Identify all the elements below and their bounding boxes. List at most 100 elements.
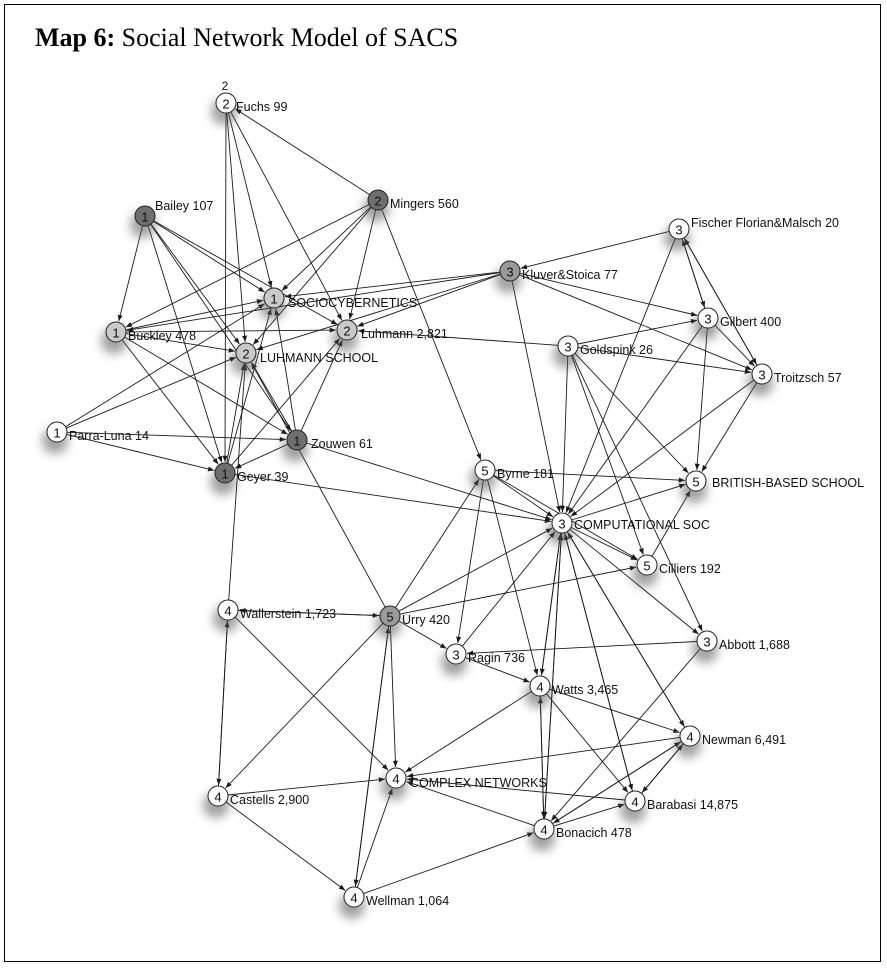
node-circle[interactable]	[217, 599, 239, 621]
node-byrne[interactable]: 5 Byrne 181	[470, 459, 554, 492]
node-circle[interactable]	[367, 189, 389, 211]
node-label: Ragin 736	[468, 651, 525, 665]
edge-gilbert-to-british	[694, 327, 708, 471]
edge-bailey-to-sociocyb	[153, 221, 265, 293]
node-circle[interactable]	[696, 630, 718, 652]
node-abbott[interactable]: 3 Abbott 1,688	[692, 630, 790, 663]
node-goldspink[interactable]: 3 Goldspink 26	[553, 335, 653, 368]
node-label: COMPLEX NETWORKS	[410, 776, 547, 790]
node-troitzsch[interactable]: 3 Troitzsch 57	[747, 363, 842, 396]
edge-barabasi-to-complex	[406, 777, 626, 801]
node-circle[interactable]	[697, 307, 719, 329]
node-circle[interactable]	[533, 818, 555, 840]
node-number: 3	[675, 223, 682, 238]
edge-bonacich-to-watts	[537, 696, 545, 820]
node-circle[interactable]	[336, 319, 358, 341]
node-circle[interactable]	[636, 554, 658, 576]
node-fuchs[interactable]: 2 2 Fuchs 99	[211, 79, 287, 125]
edge-parra-to-geyer	[66, 433, 215, 472]
node-urry[interactable]: 5 Urry 420	[375, 605, 450, 638]
edge-wallerstein-to-luhmannschool	[228, 363, 248, 601]
node-number: 4	[392, 772, 399, 787]
node-number: 4	[686, 730, 693, 745]
edge-goldspink-to-compsoc	[560, 355, 569, 513]
node-bonacich[interactable]: 4 Bonacich 478	[529, 818, 632, 851]
node-wellman[interactable]: 4 Wellman 1,064	[339, 886, 449, 919]
node-fischer[interactable]: 3 Fischer Florian&Malsch 20	[664, 216, 839, 251]
node-circle[interactable]	[551, 512, 573, 534]
node-label: Parra-Luna 14	[69, 429, 149, 443]
node-circle[interactable]	[445, 643, 467, 665]
node-circle[interactable]	[215, 92, 237, 114]
node-kluver[interactable]: 3 Kluver&Stoica 77	[495, 260, 618, 293]
node-circle[interactable]	[624, 790, 646, 812]
node-bailey[interactable]: 1 Bailey 107	[130, 199, 213, 238]
node-parra[interactable]: 1 Parra-Luna 14	[42, 421, 149, 454]
node-ragin[interactable]: 3 Ragin 736	[441, 643, 525, 676]
edge-urry-to-ragin	[398, 620, 447, 649]
node-circle[interactable]	[235, 342, 257, 364]
node-watts[interactable]: 4 Watts 3,465	[525, 675, 618, 708]
edge-buckley-to-sociocyb	[125, 299, 264, 331]
node-circle[interactable]	[46, 421, 68, 443]
node-circle[interactable]	[105, 321, 127, 343]
node-number: 2	[222, 97, 229, 112]
node-label: Wellman 1,064	[366, 894, 449, 908]
node-luhmannschool[interactable]: 2 LUHMANN SCHOOL	[231, 342, 378, 375]
node-castells[interactable]: 4 Castells 2,900	[203, 785, 309, 818]
node-circle[interactable]	[557, 335, 579, 357]
edge-byrne-to-compsoc	[492, 475, 554, 518]
node-luhmann[interactable]: 2 Luhmann 2,821	[332, 319, 448, 352]
node-label: Castells 2,900	[230, 793, 309, 807]
node-gilbert[interactable]: 3 Gilbert 400	[693, 307, 781, 340]
node-barabasi[interactable]: 4 Barabasi 14,875	[620, 790, 738, 823]
edge-kluver-to-luhmann	[357, 273, 501, 327]
node-circle[interactable]	[474, 459, 496, 481]
node-circle[interactable]	[668, 218, 690, 240]
node-number: 2	[374, 194, 381, 209]
edge-watts-to-compsoc	[540, 533, 563, 677]
edge-fischer-to-kluver	[520, 230, 670, 270]
node-circle[interactable]	[679, 725, 701, 747]
node-circle[interactable]	[286, 429, 308, 451]
node-label: BRITISH-BASED SCHOOL	[712, 476, 864, 490]
edge-buckley-to-luhmannschool	[125, 333, 236, 353]
node-zouwen[interactable]: 1 Zouwen 61	[282, 429, 373, 462]
node-wallerstein[interactable]: 4 Wallerstein 1,723	[213, 599, 336, 632]
edge-compsoc-to-british	[571, 483, 686, 521]
map-title: Map 6: Social Network Model of SACS	[35, 23, 458, 53]
node-geyer[interactable]: 1 Geyer 39	[210, 462, 288, 495]
edge-bonacich-to-newman	[552, 741, 681, 824]
edge-zouwen-to-sociocyb	[274, 308, 296, 431]
node-circle[interactable]	[343, 886, 365, 908]
node-complex[interactable]: 4 COMPLEX NETWORKS	[381, 767, 547, 800]
edge-urry-to-cilliers	[399, 565, 637, 615]
edge-zouwen-to-luhmannschool	[251, 362, 293, 432]
node-compsoc[interactable]: 3 COMPUTATIONAL SOC	[547, 512, 710, 545]
node-british[interactable]: 5 BRITISH-BASED SCHOOL	[681, 470, 864, 503]
node-circle[interactable]	[214, 462, 236, 484]
node-cilliers[interactable]: 5 Cilliers 192	[632, 554, 721, 587]
node-circle[interactable]	[385, 767, 407, 789]
edge-barabasi-to-newman	[641, 744, 684, 794]
node-circle[interactable]	[379, 605, 401, 627]
node-circle[interactable]	[529, 675, 551, 697]
node-circle[interactable]	[134, 205, 156, 227]
edge-bailey-to-geyer	[147, 225, 223, 463]
node-mingers[interactable]: 2 Mingers 560	[363, 189, 459, 222]
node-circle[interactable]	[751, 363, 773, 385]
edge-buckley-to-luhmann	[125, 327, 337, 333]
node-buckley[interactable]: 1 Buckley 478	[101, 321, 196, 354]
nodes-layer: 2 2 Fuchs 99 1 Bailey 107 2 Mingers 560 1 SOCIOC…	[42, 79, 864, 919]
node-sociocyb[interactable]: 1 SOCIOCYBERNETICS	[259, 287, 417, 320]
node-label: SOCIOCYBERNETICS	[288, 296, 417, 310]
node-circle[interactable]	[685, 470, 707, 492]
node-label: Goldspink 26	[580, 343, 653, 357]
node-circle[interactable]	[499, 260, 521, 282]
node-circle[interactable]	[263, 287, 285, 309]
edge-goldspink-to-troitzsch	[577, 346, 752, 374]
node-circle[interactable]	[207, 785, 229, 807]
node-label: Byrne 181	[497, 467, 554, 481]
node-newman[interactable]: 4 Newman 6,491	[675, 725, 786, 758]
edge-bailey-to-luhmann	[153, 220, 338, 325]
